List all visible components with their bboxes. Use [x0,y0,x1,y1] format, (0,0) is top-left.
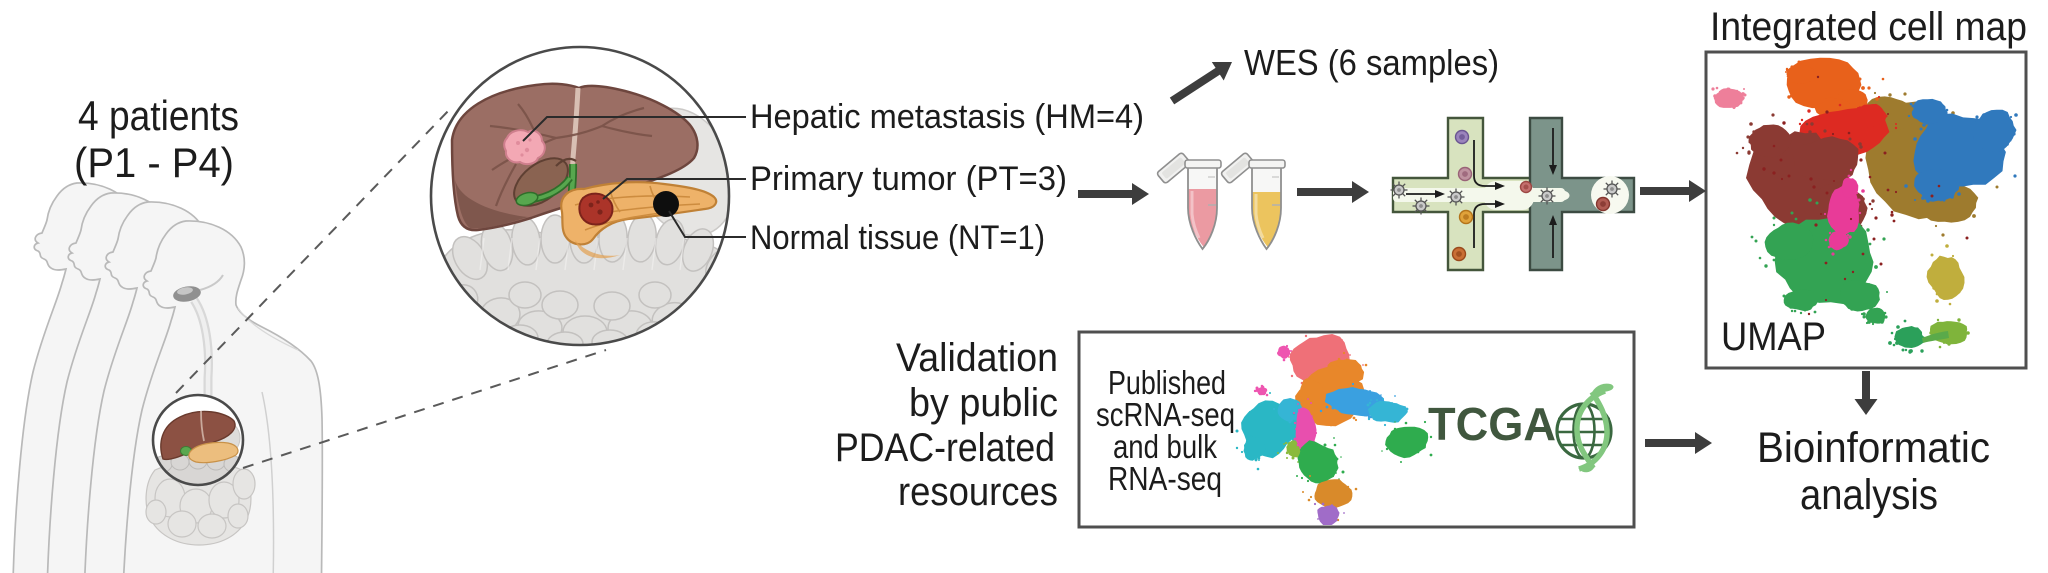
svg-text:RNA-seq: RNA-seq [1108,460,1222,497]
svg-text:(P1 - P4): (P1 - P4) [74,139,234,186]
svg-text:by public: by public [909,381,1058,425]
svg-text:TCGA: TCGA [1428,398,1556,450]
svg-text:4 patients: 4 patients [78,92,239,139]
svg-text:WES (6 samples): WES (6 samples) [1244,42,1499,83]
svg-text:UMAP: UMAP [1721,315,1826,359]
svg-text:Normal tissue (NT=1): Normal tissue (NT=1) [750,219,1045,257]
svg-text:resources: resources [898,470,1058,514]
svg-text:Validation: Validation [896,336,1058,380]
svg-text:Integrated cell map: Integrated cell map [1710,5,2027,49]
svg-text:Bioinformatic: Bioinformatic [1757,424,1990,472]
svg-text:PDAC-related: PDAC-related [835,426,1055,470]
svg-text:analysis: analysis [1800,471,1938,519]
svg-text:Hepatic metastasis (HM=4): Hepatic metastasis (HM=4) [750,98,1144,136]
svg-text:scRNA-seq: scRNA-seq [1096,396,1235,433]
svg-text:Published: Published [1108,364,1226,401]
svg-text:Primary tumor (PT=3): Primary tumor (PT=3) [750,160,1067,198]
svg-text:and bulk: and bulk [1113,428,1217,465]
